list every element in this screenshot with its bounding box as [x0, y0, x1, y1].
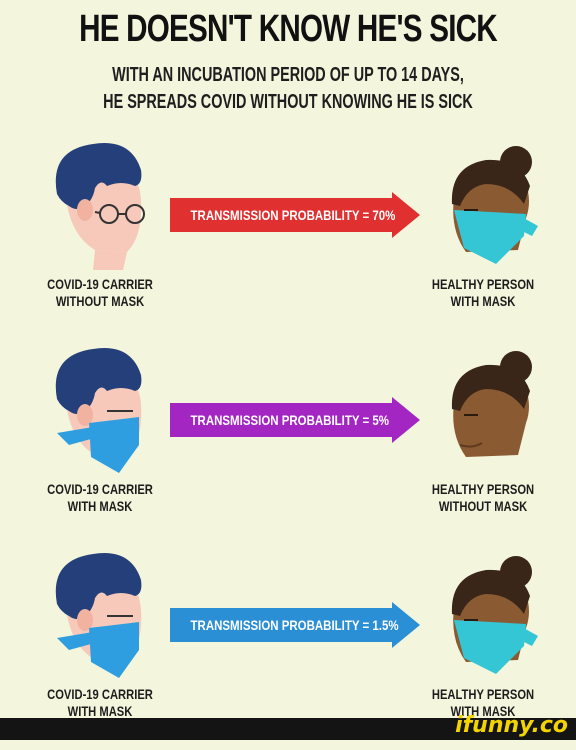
- transmission-probability-text: TRANSMISSION PROBABILITY = 70%: [190, 207, 396, 223]
- carrier-label-line-1: COVID-19 CARRIER: [47, 481, 153, 497]
- carrier-label: COVID-19 CARRIER WITH MASK: [32, 481, 168, 515]
- woman-with-mask-icon: [451, 556, 538, 674]
- transmission-arrow-blue: [170, 602, 420, 648]
- healthy-label-line-2: WITHOUT MASK: [438, 498, 528, 514]
- healthy-label-line-1: HEALTHY PERSON: [431, 481, 535, 497]
- row-both-with-mask: TRANSMISSION PROBABILITY = 1.5% COVID-19…: [0, 550, 576, 750]
- healthy-label-line-2: WITH MASK: [450, 703, 516, 719]
- carrier-label-line-1: COVID-19 CARRIER: [47, 686, 153, 702]
- transmission-arrow-purple: [170, 397, 420, 443]
- healthy-person-label: HEALTHY PERSON WITH MASK: [415, 276, 551, 310]
- transmission-arrow-label-container: TRANSMISSION PROBABILITY = 5%: [170, 397, 420, 443]
- transmission-probability-text: TRANSMISSION PROBABILITY = 5%: [190, 412, 390, 428]
- transmission-probability-text: TRANSMISSION PROBABILITY = 1.5%: [190, 617, 399, 633]
- subtitle-line-2: HE SPREADS COVID WITHOUT KNOWING HE IS S…: [103, 91, 473, 113]
- carrier-label-line-2: WITHOUT MASK: [55, 293, 145, 309]
- healthy-person-label: HEALTHY PERSON WITH MASK: [415, 686, 551, 720]
- carrier-label-line-2: WITH MASK: [67, 703, 133, 719]
- row-carrier-with-mask-healthy-no-mask: TRANSMISSION PROBABILITY = 5% COVID-19 C…: [0, 345, 576, 545]
- woman-with-mask-icon: [451, 146, 538, 264]
- row-carrier-no-mask: TRANSMISSION PROBABILITY = 70% COVID-19 …: [0, 140, 576, 340]
- carrier-label: COVID-19 CARRIER WITH MASK: [32, 686, 168, 720]
- carrier-label-line-1: COVID-19 CARRIER: [47, 276, 153, 292]
- page-title: HE DOESN'T KNOW HE'S SICK: [79, 8, 498, 50]
- transmission-arrow-label-container: TRANSMISSION PROBABILITY = 70%: [170, 192, 420, 238]
- carrier-label-line-2: WITH MASK: [67, 498, 133, 514]
- watermark-logo: ifunny.co: [455, 713, 568, 738]
- man-without-mask-icon: [55, 143, 145, 270]
- man-with-mask-icon: [55, 348, 142, 473]
- healthy-label-line-2: WITH MASK: [450, 293, 516, 309]
- transmission-arrow-red: [170, 192, 420, 238]
- woman-without-mask-icon: [451, 351, 532, 457]
- healthy-label-line-1: HEALTHY PERSON: [431, 686, 535, 702]
- carrier-label: COVID-19 CARRIER WITHOUT MASK: [32, 276, 168, 310]
- footer-bar: [0, 718, 576, 740]
- man-with-mask-icon: [55, 553, 142, 678]
- transmission-arrow-label-container: TRANSMISSION PROBABILITY = 1.5%: [170, 602, 420, 648]
- healthy-label-line-1: HEALTHY PERSON: [431, 276, 535, 292]
- healthy-person-label: HEALTHY PERSON WITHOUT MASK: [415, 481, 551, 515]
- subtitle-line-1: WITH AN INCUBATION PERIOD OF UP TO 14 DA…: [112, 64, 464, 86]
